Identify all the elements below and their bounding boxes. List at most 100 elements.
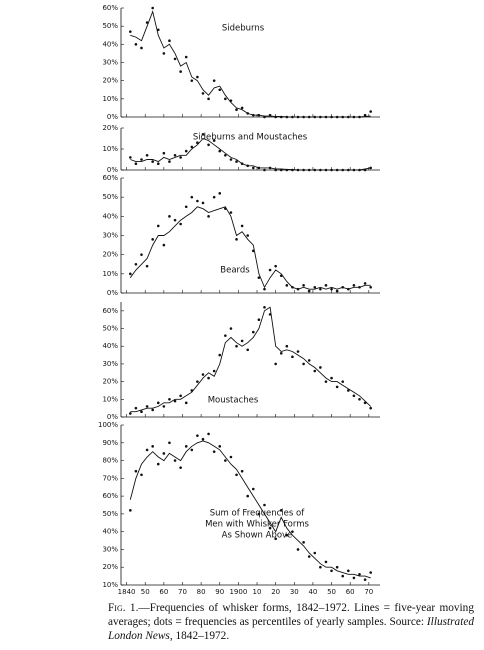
yearly-dot <box>352 576 356 580</box>
yearly-dot <box>313 551 317 555</box>
yearly-dot <box>173 218 177 222</box>
yearly-dot <box>319 287 322 291</box>
yearly-dot <box>274 168 277 172</box>
yearly-dot <box>156 462 160 466</box>
yearly-dot <box>363 401 367 405</box>
yearly-dot <box>190 448 194 452</box>
yearly-dot <box>190 195 194 199</box>
y-tick-label: 10% <box>102 145 118 153</box>
yearly-dot <box>129 509 132 512</box>
yearly-dot <box>212 450 216 453</box>
yearly-dot <box>140 158 143 161</box>
y-tick-label: 10% <box>102 395 118 403</box>
yearly-dot <box>347 168 350 172</box>
yearly-dot <box>369 571 372 574</box>
y-tick-label: 10% <box>102 581 118 589</box>
yearly-dot <box>302 168 305 172</box>
x-tick-label: 30 <box>290 588 299 596</box>
yearly-dot <box>257 276 261 279</box>
yearly-dot <box>319 366 322 369</box>
yearly-dot <box>240 339 244 343</box>
yearly-dot <box>352 115 356 119</box>
yearly-dot <box>184 55 188 59</box>
yearly-dot <box>179 222 182 226</box>
yearly-dot <box>296 115 300 119</box>
y-tick-label: 20% <box>102 563 118 571</box>
yearly-dot <box>184 149 188 153</box>
yearly-dot <box>179 466 182 469</box>
caption-source: Illustrated London News <box>108 616 474 642</box>
panel-label: Moustaches <box>208 396 259 406</box>
x-tick-label: 60 <box>159 588 168 596</box>
yearly-dot <box>229 211 233 214</box>
yearly-dot <box>229 327 233 330</box>
yearly-dot <box>229 455 233 459</box>
yearly-dot <box>196 199 199 203</box>
yearly-dot <box>240 106 244 110</box>
yearly-dot <box>302 115 305 119</box>
yearly-dot <box>134 262 138 266</box>
yearly-dot <box>246 494 250 498</box>
yearly-dot <box>201 92 205 95</box>
yearly-dot <box>218 149 222 153</box>
yearly-dot <box>229 158 233 161</box>
yearly-dot <box>140 46 143 50</box>
yearly-dot <box>196 141 199 144</box>
yearly-dot <box>296 548 300 551</box>
yearly-dot <box>369 285 372 289</box>
y-tick-label: 40% <box>102 40 118 48</box>
yearly-dot <box>156 28 160 32</box>
yearly-dot <box>235 160 238 163</box>
yearly-dot <box>218 88 222 92</box>
yearly-dot <box>341 115 345 119</box>
yearly-dot <box>212 195 216 199</box>
yearly-dot <box>184 205 188 209</box>
yearly-dot <box>268 313 272 316</box>
yearly-dot <box>335 289 339 293</box>
yearly-dot <box>263 306 266 309</box>
yearly-dot <box>285 168 289 172</box>
yearly-dot <box>151 238 154 241</box>
y-tick-label: 50% <box>102 22 118 30</box>
yearly-dot <box>201 201 205 205</box>
y-tick-label: 20% <box>102 251 118 259</box>
yearly-dot <box>218 192 222 195</box>
yearly-dot <box>151 408 154 412</box>
yearly-dot <box>224 334 227 337</box>
y-tick-label: 60% <box>102 492 118 500</box>
yearly-dot <box>251 113 255 117</box>
y-tick-label: 40% <box>102 528 118 536</box>
yearly-dot <box>162 452 166 455</box>
yearly-dot <box>296 287 300 291</box>
yearly-dot <box>140 253 143 256</box>
y-tick-label: 60% <box>102 4 118 12</box>
yearly-dot <box>279 352 283 355</box>
yearly-dot <box>369 166 372 170</box>
yearly-dot <box>274 115 277 119</box>
yearly-dot <box>352 394 356 398</box>
panel-label: As Shown Above <box>222 531 293 541</box>
yearly-dot <box>358 285 361 289</box>
yearly-dot <box>162 405 166 408</box>
yearly-dot <box>291 355 294 359</box>
yearly-dot <box>324 560 328 564</box>
yearly-dot <box>168 398 171 401</box>
yearly-dot <box>212 139 216 142</box>
y-tick-label: 70% <box>102 474 118 482</box>
yearly-dot <box>129 30 132 33</box>
panel-label: Sum of Frequencies of <box>210 509 305 519</box>
y-tick-label: 90% <box>102 439 118 447</box>
panel-label: Sideburns and Moustaches <box>193 133 308 143</box>
yearly-dot <box>251 330 255 334</box>
yearly-dot <box>145 154 149 157</box>
yearly-dot <box>263 503 266 507</box>
yearly-dot <box>235 473 238 477</box>
yearly-dot <box>307 115 311 119</box>
x-tick-label: 40 <box>308 588 317 596</box>
yearly-dot <box>129 272 132 276</box>
yearly-dot <box>240 224 244 228</box>
yearly-dot <box>179 156 182 159</box>
y-tick-label: 50% <box>102 510 118 518</box>
yearly-dot <box>307 555 311 558</box>
yearly-dot <box>358 115 361 119</box>
